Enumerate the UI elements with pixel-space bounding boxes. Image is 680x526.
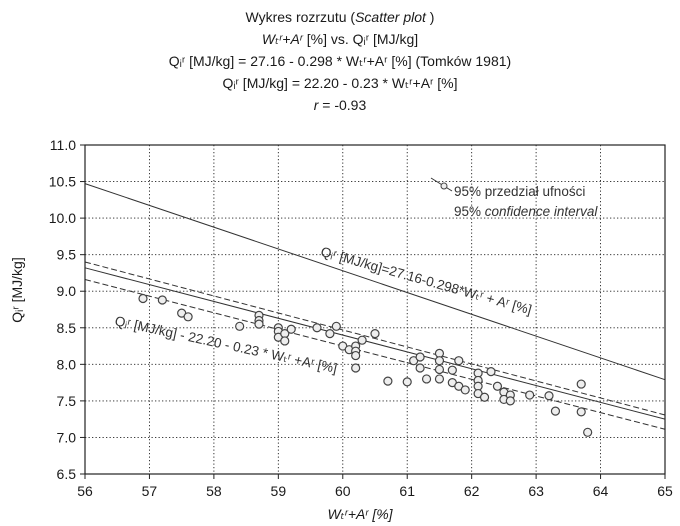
tomkow-line-label: Qᵢʳ [MJ/kg]=27.16-0.298*Wₜʳ + Aʳ [%]: [319, 244, 533, 318]
y-axis-label: Qᵢʳ [MJ/kg]: [9, 257, 25, 322]
y-tick-label: 7.0: [57, 429, 77, 445]
y-tick-label: 10.5: [49, 174, 76, 190]
grid-lines: [85, 145, 665, 474]
y-tick-label: 9.5: [57, 247, 77, 263]
data-point: [286, 324, 296, 334]
data-point: [583, 427, 593, 437]
chart-title-block: Wykres rozrzutu (Scatter plot ) Wₜʳ+Aʳ […: [0, 6, 680, 116]
data-point: [402, 377, 412, 387]
data-point: [331, 321, 341, 331]
data-point: [434, 374, 445, 384]
x-tick-label: 60: [335, 483, 351, 499]
data-point: [351, 363, 361, 373]
data-point: [421, 374, 432, 384]
legend: 95% przedział ufności 95% confidence int…: [430, 177, 598, 219]
data-point: [415, 352, 425, 362]
y-tick-label: 11.0: [50, 137, 76, 153]
data-point: [280, 336, 290, 346]
data-point: [183, 312, 193, 322]
title-line-2: Wₜʳ+Aʳ [%] vs. Qᵢʳ [MJ/kg]: [261, 31, 419, 47]
data-point: [454, 356, 464, 366]
title-line-5: r = -0.93: [313, 97, 367, 113]
data-point: [434, 364, 445, 375]
data-point: [492, 381, 503, 391]
x-tick-label: 61: [399, 483, 415, 499]
data-point: [544, 391, 554, 401]
data-point: [254, 319, 264, 329]
x-tick-label: 57: [142, 483, 158, 499]
y-tick-label: 8.0: [57, 356, 77, 372]
x-axis-label: Wₜʳ+Aʳ [%]: [327, 506, 393, 522]
data-point: [138, 293, 148, 304]
data-point: [351, 350, 361, 361]
regression-lines: [84, 183, 666, 430]
y-tick-label: 10.0: [49, 210, 76, 226]
y-axis-ticks: 6.5 7.0 7.5 8.0 8.5 9.0 9.5 10.0 10.5 11.0: [49, 137, 85, 482]
data-point: [357, 335, 367, 345]
data-point: [550, 406, 561, 416]
legend-marker-sample: [440, 182, 448, 190]
title-line-4: Qᵢʳ [MJ/kg] = 22.20 - 0.23 * Wₜʳ+Aʳ [%]: [222, 75, 458, 91]
legend-text-pl: 95% przedział ufności: [454, 184, 585, 199]
y-tick-label: 7.5: [57, 393, 77, 409]
data-point: [415, 363, 425, 373]
regression-line-1: [84, 267, 666, 420]
x-axis-ticks: 56 57 58 59 60 61 62 63 64 65: [77, 474, 673, 499]
data-point: [486, 367, 496, 377]
title-line-1: Wykres rozrzutu (Scatter plot ): [245, 9, 435, 25]
data-point: [157, 295, 167, 305]
regression-line-2: [84, 261, 666, 416]
y-tick-label: 9.0: [57, 283, 77, 299]
x-tick-label: 62: [464, 483, 480, 499]
data-point: [312, 323, 322, 333]
regression-line-3: [84, 279, 666, 430]
data-point: [576, 379, 586, 389]
x-tick-label: 58: [206, 483, 222, 499]
x-tick-label: 64: [593, 483, 609, 499]
data-point: [525, 390, 535, 400]
data-points: [138, 293, 593, 437]
regression-line-0: [84, 183, 666, 381]
data-point: [447, 365, 457, 375]
data-point: [576, 407, 586, 417]
legend-text-en: 95% confidence interval: [454, 204, 598, 219]
y-tick-label: 6.5: [57, 466, 77, 482]
data-point: [479, 392, 490, 402]
data-point: [235, 321, 245, 331]
x-tick-label: 63: [528, 483, 544, 499]
data-point: [370, 329, 380, 339]
data-point: [434, 356, 445, 366]
y-tick-label: 8.5: [57, 320, 77, 336]
data-point: [460, 385, 470, 395]
plot-frame: [84, 144, 666, 475]
x-tick-label: 65: [657, 483, 673, 499]
title-line-3: Qᵢʳ [MJ/kg] = 27.16 - 0.298 * Wₜʳ+Aʳ [%]…: [168, 53, 512, 69]
data-point: [505, 396, 515, 406]
x-tick-label: 56: [77, 483, 93, 499]
data-point: [325, 329, 335, 339]
fit-line-label: Qᵢʳ [MJ/kg] - 22.20 - 0.23 * Wₜʳ +Aʳ [%]: [113, 313, 338, 376]
data-point: [383, 376, 393, 386]
x-tick-label: 59: [271, 483, 287, 499]
